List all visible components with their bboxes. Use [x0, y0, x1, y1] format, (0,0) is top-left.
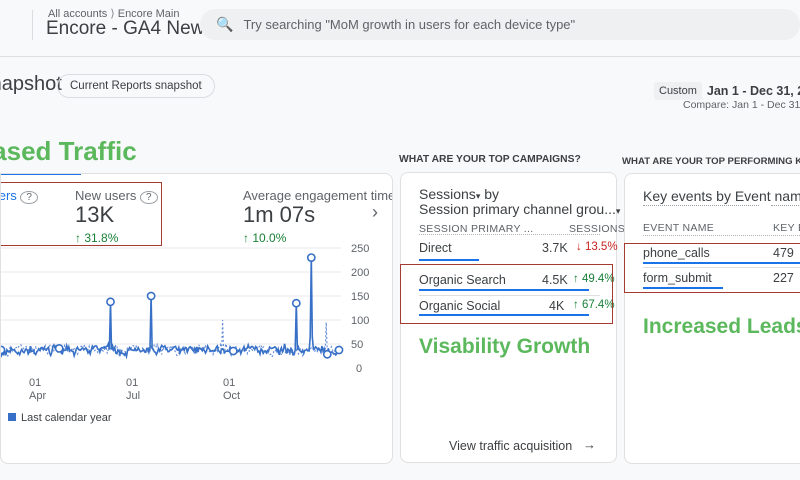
svg-text:200: 200	[351, 267, 369, 279]
svg-text:100: 100	[351, 315, 369, 327]
svg-text:50: 50	[351, 339, 363, 351]
svg-text:250: 250	[351, 243, 369, 255]
svg-text:150: 150	[351, 291, 369, 303]
svg-text:0: 0	[356, 363, 362, 375]
